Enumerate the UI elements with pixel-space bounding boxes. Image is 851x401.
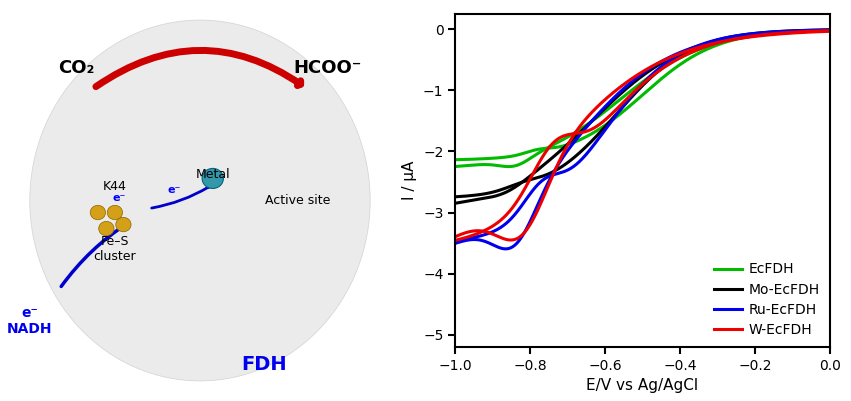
Ru-EcFDH xyxy=(450,241,460,246)
W-EcFDH xyxy=(505,238,516,243)
Circle shape xyxy=(203,168,223,188)
Y-axis label: I / μA: I / μA xyxy=(403,161,418,200)
W-EcFDH xyxy=(469,229,479,233)
Line: Ru-EcFDH: Ru-EcFDH xyxy=(455,30,830,249)
Circle shape xyxy=(99,221,114,236)
EcFDH xyxy=(504,164,514,169)
Ru-EcFDH xyxy=(632,75,643,80)
Text: FDH: FDH xyxy=(241,355,287,375)
Legend: EcFDH, Mo-EcFDH, Ru-EcFDH, W-EcFDH: EcFDH, Mo-EcFDH, Ru-EcFDH, W-EcFDH xyxy=(711,259,823,340)
Mo-EcFDH xyxy=(632,77,643,82)
Mo-EcFDH xyxy=(745,33,755,38)
Ru-EcFDH xyxy=(814,28,824,33)
FancyArrowPatch shape xyxy=(96,51,300,87)
W-EcFDH xyxy=(825,29,835,34)
EcFDH xyxy=(825,28,835,33)
W-EcFDH xyxy=(745,34,756,39)
Mo-EcFDH xyxy=(814,28,824,33)
Text: K44: K44 xyxy=(103,180,127,193)
Text: Active site: Active site xyxy=(266,194,330,207)
Line: W-EcFDH: W-EcFDH xyxy=(455,31,830,240)
Ru-EcFDH xyxy=(623,83,633,88)
Text: HCOO⁻: HCOO⁻ xyxy=(294,59,362,77)
EcFDH xyxy=(450,164,460,169)
Line: Mo-EcFDH: Mo-EcFDH xyxy=(455,30,830,203)
FancyArrowPatch shape xyxy=(151,187,208,208)
Mo-EcFDH xyxy=(622,85,632,90)
FancyArrowPatch shape xyxy=(61,223,128,286)
Ru-EcFDH xyxy=(500,247,511,251)
EcFDH xyxy=(469,162,479,167)
W-EcFDH xyxy=(450,234,460,239)
W-EcFDH xyxy=(623,79,633,84)
W-EcFDH xyxy=(814,29,824,34)
Mo-EcFDH xyxy=(814,28,824,33)
EcFDH xyxy=(632,83,643,88)
Ru-EcFDH xyxy=(825,28,835,33)
Text: e⁻
NADH: e⁻ NADH xyxy=(7,306,53,336)
EcFDH xyxy=(623,91,633,96)
EcFDH xyxy=(745,34,756,38)
Mo-EcFDH xyxy=(450,201,460,206)
Text: Fe–S
cluster: Fe–S cluster xyxy=(94,235,136,263)
Ru-EcFDH xyxy=(814,28,824,33)
Ru-EcFDH xyxy=(745,33,756,38)
W-EcFDH xyxy=(632,73,643,77)
Line: EcFDH: EcFDH xyxy=(455,30,830,166)
EcFDH xyxy=(814,28,824,33)
Circle shape xyxy=(116,217,131,232)
X-axis label: E/V vs Ag/AgCl: E/V vs Ag/AgCl xyxy=(586,378,699,393)
W-EcFDH xyxy=(814,29,824,34)
Circle shape xyxy=(107,205,123,220)
Text: Metal: Metal xyxy=(196,168,230,181)
Text: CO₂: CO₂ xyxy=(59,59,94,77)
Ru-EcFDH xyxy=(469,237,479,242)
Text: e⁻: e⁻ xyxy=(168,186,181,195)
Mo-EcFDH xyxy=(825,28,835,33)
Text: e⁻: e⁻ xyxy=(112,194,126,203)
Mo-EcFDH xyxy=(469,198,479,203)
Circle shape xyxy=(90,205,106,220)
EcFDH xyxy=(814,28,824,33)
Ellipse shape xyxy=(30,20,370,381)
